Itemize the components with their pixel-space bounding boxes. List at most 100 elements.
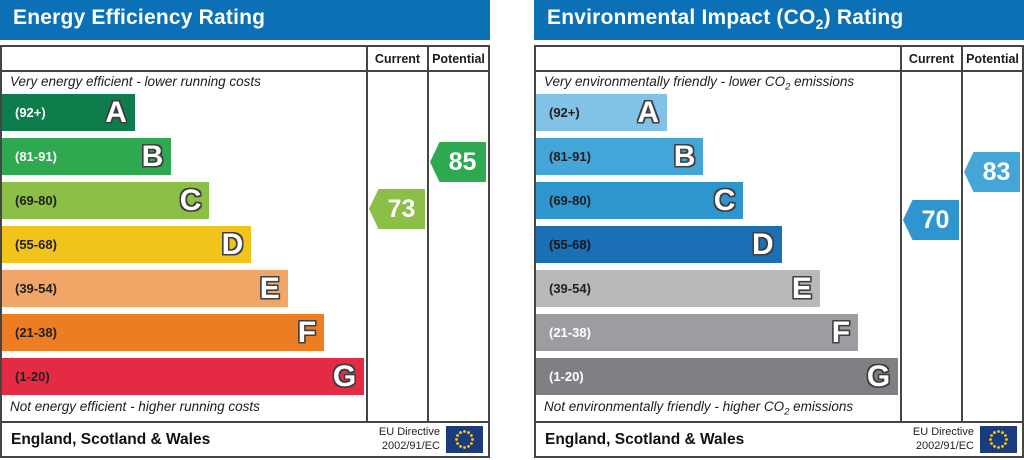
band-bar-f: (21-38) F [536,314,859,351]
bands-pane: Very energy efficient - lower running co… [2,72,366,421]
band-bar-g: (1-20) G [2,358,365,395]
bands: (92+) A (81-91) B (69-80) C (55-68) D (39-54) E (2… [536,94,900,395]
band-bar-f: (21-38) F [2,314,325,351]
eu-flag-icon [980,426,1017,453]
bands-pane: Very environmentally friendly - lower CO… [536,72,900,421]
eu-directive-line1: EU Directive [378,426,440,439]
eu-flag-icon [446,426,483,453]
band-range-label: (1-20) [549,369,584,384]
eu-directive-label: EU Directive 2002/91/EC [913,426,974,452]
current-rating-arrow: 73 [369,189,425,229]
region-label: England, Scotland & Wales [11,430,211,448]
eu-directive-line2: 2002/91/EC [381,439,440,452]
band-row-g: (1-20) G [2,358,366,395]
potential-column: 85 [427,72,488,421]
band-row-e: (39-54) E [536,270,900,307]
band-bar-a: (92+) A [536,94,668,131]
band-letter: G [866,360,891,393]
band-row-c: (69-80) C [2,182,366,219]
top-caption: Very environmentally friendly - lower CO… [544,73,855,93]
current-rating-arrow: 70 [903,200,959,240]
band-range-label: (39-54) [549,281,591,296]
band-bar-e: (39-54) E [536,270,820,307]
band-letter: A [637,96,660,129]
potential-column: 83 [961,72,1022,421]
table-footer: England, Scotland & Wales EU Directive 2… [536,421,1022,456]
band-row-b: (81-91) B [536,138,900,175]
band-row-g: (1-20) G [536,358,900,395]
rating-table: Current Potential Very environmentally f… [534,45,1024,458]
top-caption: Very energy efficient - lower running co… [10,73,261,89]
chart-title: Environmental Impact (CO2) Rating [547,6,904,34]
table-body: Very energy efficient - lower running co… [2,72,488,421]
band-letter: B [141,140,164,173]
table-footer: England, Scotland & Wales EU Directive 2… [2,421,488,456]
eu-directive-line1: EU Directive [912,426,974,439]
band-letter: E [259,272,280,305]
band-row-a: (92+) A [536,94,900,131]
eu-directive-line2: 2002/91/EC [915,439,974,452]
band-range-label: (69-80) [15,193,57,208]
potential-column-header: Potential [427,47,488,70]
band-bar-c: (69-80) C [536,182,744,219]
chart-title: Energy Efficiency Rating [13,6,266,30]
band-range-label: (92+) [549,105,580,120]
current-column-header: Current [366,47,427,70]
band-range-label: (39-54) [15,281,57,296]
energy-efficiency-chart: Energy Efficiency Rating Current Potenti… [0,0,490,458]
band-range-label: (21-38) [15,325,57,340]
band-bar-g: (1-20) G [536,358,899,395]
column-header-row: Current Potential [536,47,1022,72]
band-row-f: (21-38) F [536,314,900,351]
band-row-d: (55-68) D [2,226,366,263]
region-label: England, Scotland & Wales [545,430,745,448]
band-bar-b: (81-91) B [536,138,704,175]
current-column: 70 [900,72,961,421]
band-range-label: (1-20) [15,369,50,384]
column-header-row: Current Potential [2,47,488,72]
rating-table: Current Potential Very energy efficient … [0,45,490,458]
band-letter: A [105,96,127,129]
band-letter: B [673,140,696,173]
band-bar-c: (69-80) C [2,182,210,219]
band-row-b: (81-91) B [2,138,366,175]
band-range-label: (55-68) [549,237,591,252]
bands: (92+) A (81-91) B (69-80) C (55-68) D (39-54) E (2… [2,94,366,395]
band-bar-b: (81-91) B [2,138,172,175]
column-header-spacer [2,47,366,70]
column-header-spacer [536,47,900,70]
band-letter: F [831,316,851,349]
band-letter: F [297,316,317,349]
band-letter: D [752,228,774,261]
band-bar-a: (92+) A [2,94,135,131]
potential-rating-arrow: 83 [964,152,1020,192]
band-bar-e: (39-54) E [2,270,288,307]
band-range-label: (81-91) [15,149,57,164]
table-body: Very environmentally friendly - lower CO… [536,72,1022,421]
band-range-label: (81-91) [549,149,591,164]
band-row-c: (69-80) C [536,182,900,219]
band-letter: E [791,272,812,305]
current-column: 73 [366,72,427,421]
band-range-label: (55-68) [15,237,57,252]
band-row-e: (39-54) E [2,270,366,307]
band-range-label: (21-38) [549,325,591,340]
band-letter: D [221,228,244,261]
environmental-impact-chart: Environmental Impact (CO2) Rating Curren… [534,0,1024,458]
band-range-label: (92+) [15,105,46,120]
band-bar-d: (55-68) D [536,226,782,263]
potential-rating-arrow: 85 [430,142,486,182]
band-row-d: (55-68) D [536,226,900,263]
bottom-caption: Not environmentally friendly - higher CO… [544,398,854,418]
band-range-label: (69-80) [549,193,591,208]
chart-title-bar: Energy Efficiency Rating [0,0,490,40]
bottom-caption: Not energy efficient - higher running co… [10,398,260,414]
band-letter: C [179,184,202,217]
potential-column-header: Potential [961,47,1022,70]
current-column-header: Current [900,47,961,70]
eu-directive-label: EU Directive 2002/91/EC [379,426,440,452]
band-letter: G [332,360,357,393]
band-letter: C [713,184,736,217]
chart-title-bar: Environmental Impact (CO2) Rating [534,0,1024,40]
